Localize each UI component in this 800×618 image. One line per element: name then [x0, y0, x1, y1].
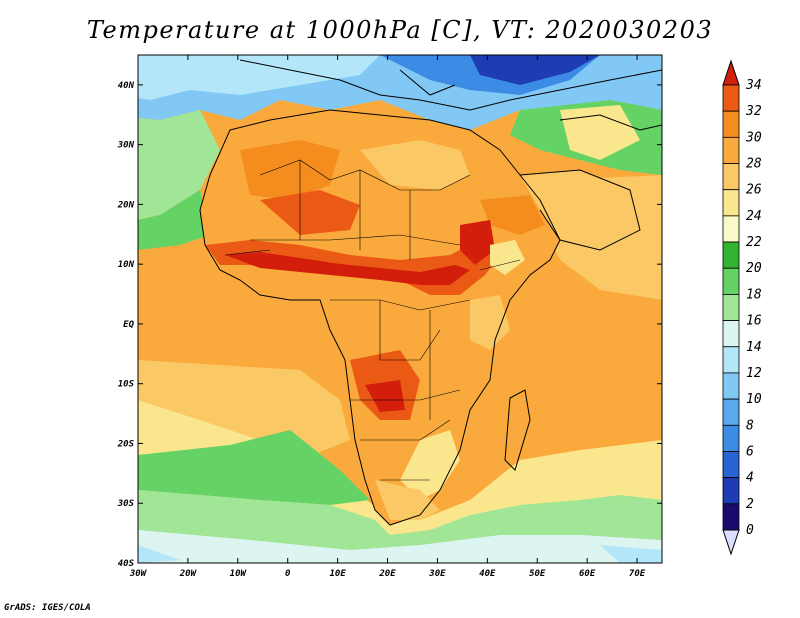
lon-tick-label: 10W — [230, 569, 248, 579]
colorbar-swatch — [722, 136, 740, 164]
map-title: Temperature at 1000hPa [C], VT: 20200302… — [86, 16, 714, 44]
lon-tick-label: 30E — [428, 569, 446, 579]
colorbar-swatch — [722, 110, 740, 138]
colorbar-label: 4 — [746, 471, 754, 486]
lon-tick-label: 10E — [329, 569, 346, 579]
colorbar-label: 2 — [746, 497, 754, 512]
colorbar-label: 28 — [746, 157, 762, 172]
plot-frame — [137, 54, 663, 564]
colorbar-label: 10 — [746, 392, 762, 407]
lat-tick-label: 40N — [118, 81, 135, 91]
colorbar-label: 14 — [746, 340, 762, 355]
lat-tick-label: 40S — [118, 559, 135, 569]
colorbar-swatch — [722, 346, 740, 374]
colorbar-swatch — [722, 477, 740, 505]
colorbar-swatch — [722, 84, 740, 112]
colorbar-swatch — [722, 424, 740, 452]
lat-tick-label: 10S — [118, 380, 135, 390]
lon-tick-label: 20W — [179, 569, 198, 579]
colorbar-label: 8 — [746, 418, 754, 433]
colorbar-label: 18 — [746, 287, 762, 302]
lat-tick-label: EQ — [123, 320, 134, 330]
colorbar-swatch — [722, 215, 740, 243]
colorbar-label: 26 — [746, 183, 762, 198]
colorbar-label: 34 — [745, 78, 762, 93]
lat-tick-label: 10N — [118, 260, 135, 270]
colorbar-swatch — [722, 503, 740, 531]
lon-tick-label: 0 — [285, 569, 291, 579]
longitude-axis: 30W 20W 10W 0 10E 20E 30E 40E 50E 60E 70E — [129, 55, 646, 579]
latitude-axis: 40N 30N 20N 10N EQ 10S 20S 30S 40S — [117, 81, 662, 569]
colorbar-swatch — [722, 241, 740, 269]
colorbar-label: 24 — [746, 209, 762, 224]
lon-tick-label: 40E — [479, 569, 496, 579]
colorbar-swatch — [722, 320, 740, 348]
coastlines — [199, 59, 662, 526]
lon-tick-label: 60E — [579, 569, 596, 579]
colorbar-label: 32 — [745, 104, 762, 119]
colorbar-label: 12 — [746, 366, 762, 381]
colorbar-swatch — [722, 372, 740, 400]
lon-tick-label: 50E — [529, 569, 546, 579]
temperature-field — [138, 55, 662, 563]
colorbar-swatch — [722, 189, 740, 217]
colorbar-over-triangle — [722, 59, 740, 86]
lat-tick-label: 30N — [117, 141, 135, 151]
lat-tick-label: 30S — [117, 499, 135, 509]
colorbar-swatch — [722, 451, 740, 479]
lon-tick-label: 30W — [129, 569, 148, 579]
lat-tick-label: 20N — [117, 200, 135, 210]
colorbar-swatch — [722, 398, 740, 426]
colorbar-label: 6 — [746, 444, 754, 459]
lon-tick-label: 20E — [378, 569, 396, 579]
country-borders — [224, 159, 521, 481]
grads-credit: GrADS: IGES/COLA — [4, 603, 91, 613]
colorbar-label: 30 — [745, 130, 762, 145]
colorbar-label: 20 — [746, 261, 762, 276]
colorbar-swatch — [722, 294, 740, 321]
colorbar-swatch — [722, 267, 740, 295]
colorbar-swatch — [722, 163, 740, 191]
colorbar-label: 16 — [746, 314, 762, 329]
lat-tick-label: 20S — [117, 439, 135, 449]
colorbar-under-triangle — [722, 529, 740, 556]
colorbar-label: 0 — [746, 523, 754, 538]
colorbar-label: 22 — [746, 235, 762, 250]
lon-tick-label: 70E — [629, 569, 646, 579]
